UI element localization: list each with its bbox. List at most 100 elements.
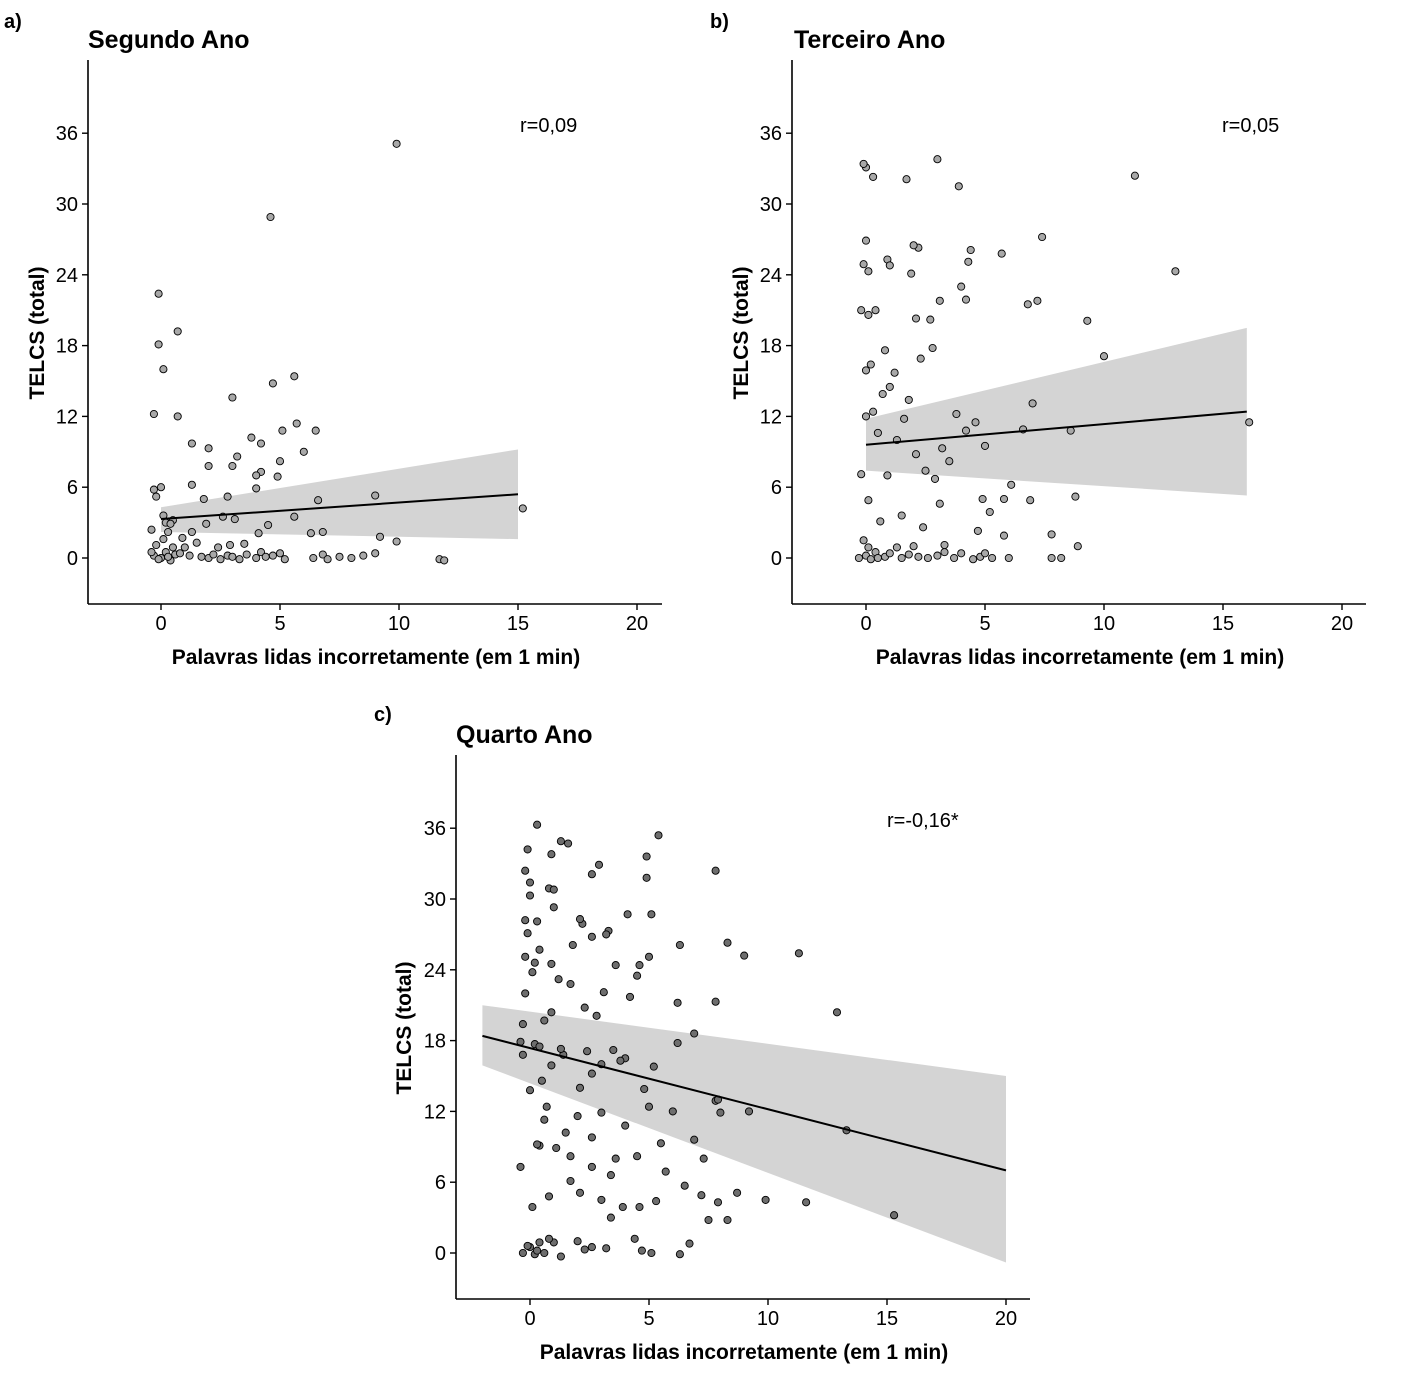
data-point: [530, 958, 539, 967]
data-point: [635, 961, 644, 970]
data-point: [606, 1213, 615, 1222]
data-point: [587, 932, 596, 941]
x-tick-label: 10: [388, 613, 410, 635]
data-point: [869, 172, 878, 181]
chart-title: Quarto Ano: [456, 721, 593, 749]
data-point: [954, 182, 963, 191]
y-axis-label: TELCS (total): [26, 267, 49, 400]
data-point: [935, 499, 944, 508]
data-point: [635, 1202, 644, 1212]
y-tick-label: 6: [771, 477, 782, 499]
data-point: [611, 961, 620, 970]
data-point: [1073, 542, 1082, 551]
data-point: [985, 507, 994, 517]
data-point: [902, 175, 911, 184]
data-point: [711, 997, 720, 1006]
x-tick-label: 20: [995, 1308, 1017, 1330]
x-tick-label: 15: [507, 613, 529, 635]
data-point: [1130, 171, 1139, 180]
data-point: [873, 553, 882, 563]
data-point: [950, 553, 959, 563]
panel-c: c) Quarto Ano TELCS (total) Palavras lid…: [374, 704, 1030, 1364]
data-point: [275, 457, 285, 466]
data-point: [164, 527, 173, 537]
data-point: [733, 1188, 742, 1197]
data-point: [335, 552, 344, 561]
data-point: [885, 382, 894, 391]
data-point: [518, 1020, 527, 1029]
data-point: [187, 480, 196, 489]
data-point: [637, 1246, 646, 1255]
correlation-annotation: r=-0,16*: [887, 810, 959, 832]
data-point: [566, 979, 575, 989]
data-point: [857, 306, 866, 315]
data-point: [547, 1008, 556, 1017]
data-point: [573, 1112, 582, 1121]
data-point: [173, 412, 182, 421]
data-point: [878, 389, 887, 399]
data-point: [185, 551, 194, 560]
data-point: [900, 414, 909, 423]
data-point: [723, 1215, 732, 1225]
data-point: [252, 553, 261, 563]
data-point: [633, 971, 642, 980]
data-point: [275, 549, 285, 558]
data-point: [685, 1239, 694, 1248]
data-point: [690, 1135, 699, 1144]
data-point: [699, 1154, 708, 1163]
panel-letter: a): [4, 11, 22, 33]
data-point: [187, 527, 196, 537]
data-point: [518, 1248, 527, 1258]
data-point: [540, 1115, 549, 1124]
data-point: [1245, 418, 1254, 427]
data-point: [933, 551, 942, 560]
data-point: [647, 910, 656, 919]
data-point: [966, 245, 975, 255]
data-point: [525, 1086, 535, 1095]
data-point: [525, 891, 535, 900]
confidence-band: [482, 1005, 1006, 1263]
panel-a: a) Segundo Ano TELCS (total) Palavras li…: [4, 11, 662, 669]
data-point: [533, 820, 542, 829]
data-point: [149, 485, 158, 494]
data-point: [857, 470, 866, 479]
data-point: [623, 910, 632, 919]
data-point: [566, 1176, 575, 1186]
data-point: [940, 540, 949, 550]
data-point: [575, 1083, 585, 1092]
data-point: [147, 548, 156, 557]
data-point: [1026, 496, 1035, 505]
data-point: [523, 845, 532, 854]
data-point: [861, 412, 871, 421]
y-tick-label: 12: [760, 406, 782, 428]
data-point: [230, 515, 239, 524]
y-tick-label: 30: [56, 194, 78, 216]
y-tick-label: 0: [771, 548, 782, 570]
data-point: [794, 949, 803, 958]
x-axis-label: Palavras lidas incorretamente (em 1 min): [540, 1341, 949, 1364]
data-point: [978, 494, 987, 504]
data-point: [980, 549, 990, 558]
data-point: [299, 447, 308, 456]
data-point: [890, 368, 899, 377]
data-point: [969, 555, 978, 564]
data-point: [347, 553, 356, 563]
data-point: [864, 310, 873, 319]
data-point: [204, 444, 213, 453]
x-tick-label: 10: [1093, 613, 1115, 635]
data-point: [633, 1152, 642, 1161]
confidence-band: [866, 327, 1247, 496]
data-point: [597, 1195, 606, 1204]
data-point: [566, 1152, 575, 1161]
data-point: [971, 418, 980, 427]
data-point: [154, 340, 163, 349]
data-point: [697, 1191, 706, 1200]
data-point: [149, 409, 158, 419]
y-tick-label: 18: [56, 336, 78, 358]
data-point: [516, 1162, 525, 1171]
data-point: [630, 1234, 639, 1243]
data-point: [587, 1069, 596, 1078]
y-tick-label: 6: [67, 477, 78, 499]
data-point: [523, 1241, 532, 1250]
data-point: [885, 549, 894, 558]
